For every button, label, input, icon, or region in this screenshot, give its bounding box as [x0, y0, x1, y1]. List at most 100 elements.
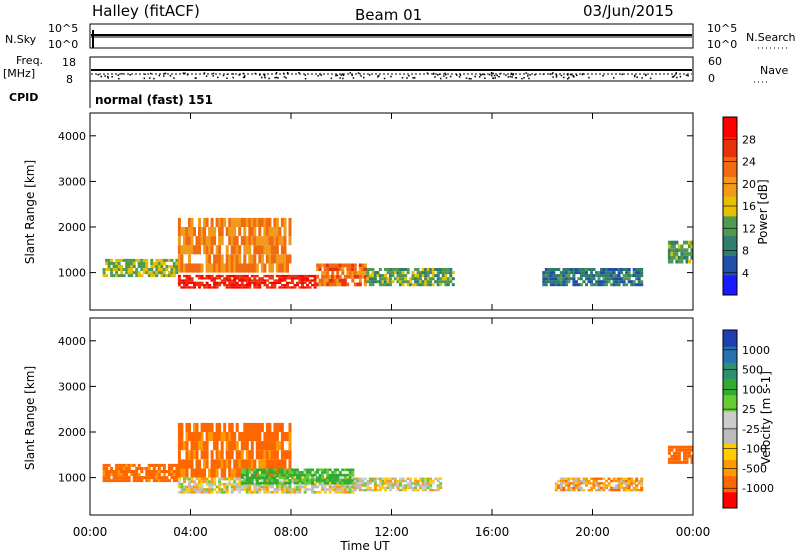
heatmap-cell: [376, 477, 380, 480]
heatmap-cell: [303, 479, 307, 482]
heatmap-cell: [150, 262, 154, 265]
heatmap-cell: [160, 265, 164, 268]
heatmap-cell: [132, 265, 136, 268]
heatmap-cell: [635, 484, 639, 487]
heatmap-cell: [248, 485, 252, 489]
heatmap-cell: [617, 274, 621, 278]
heatmap-cell: [557, 479, 561, 483]
heatmap-cell: [275, 422, 279, 432]
heatmap-cell: [607, 484, 611, 487]
heatmap-cell: [597, 486, 601, 489]
heatmap-cell: [554, 484, 558, 487]
colorbar-segment: [723, 443, 737, 460]
heatmap-cell: [373, 271, 377, 275]
heatmap-cell: [253, 277, 257, 280]
heatmap-cell: [627, 280, 631, 284]
heatmap-cell: [188, 477, 191, 481]
heatmap-cell: [429, 484, 433, 487]
heatmap-cell: [670, 255, 674, 260]
heatmap-cell: [331, 471, 335, 474]
heatmap-cell: [127, 271, 131, 275]
heatmap-cell: [130, 470, 134, 473]
heatmap-cell: [183, 284, 186, 287]
heatmap-cell: [125, 467, 129, 470]
heatmap-cell: [331, 282, 335, 287]
heatmap-cell: [308, 488, 312, 491]
heatmap-cell: [127, 265, 131, 268]
heatmap-cell: [115, 479, 119, 483]
heatmap-cell: [255, 274, 259, 278]
heatmap-cell: [298, 479, 302, 482]
heatmap-cell: [326, 471, 330, 474]
colorbar-segment: [723, 156, 737, 177]
heatmap-cell: [278, 481, 282, 485]
heatmap-cell: [205, 217, 209, 227]
heatmap-cell: [396, 277, 400, 281]
heatmap-cell: [205, 284, 209, 287]
nave-point: [383, 77, 386, 80]
heatmap-cell: [670, 445, 674, 449]
heatmap-cell: [311, 473, 315, 477]
heatmap-cell: [185, 485, 189, 489]
heatmap-cell: [685, 255, 689, 260]
heatmap-cell: [635, 477, 639, 480]
heatmap-cell: [275, 245, 279, 255]
heatmap-cell: [105, 274, 109, 278]
heatmap-cell: [125, 476, 129, 480]
heatmap-cell: [600, 283, 603, 287]
heatmap-cell: [105, 467, 109, 470]
heatmap-cell: [373, 277, 377, 281]
heatmap-cell: [117, 476, 121, 480]
heatmap-cell: [363, 274, 367, 279]
heatmap-cell: [183, 488, 186, 491]
heatmap-cell: [177, 480, 181, 483]
heatmap-cell: [280, 236, 284, 246]
heatmap-cell: [135, 473, 139, 476]
heatmap-cell: [253, 485, 257, 489]
heatmap-cell: [348, 488, 352, 491]
heatmap-cell: [135, 467, 139, 470]
colorbar-tick-label: -1000: [742, 482, 774, 495]
heatmap-cell: [268, 263, 272, 273]
heatmap-cell: [170, 258, 174, 262]
heatmap-cell: [245, 473, 249, 477]
heatmap-cell: [301, 286, 304, 289]
heatmap-cell: [180, 485, 184, 489]
heatmap-cell: [321, 479, 325, 482]
heatmap-cell: [102, 271, 106, 275]
heatmap-cell: [137, 467, 141, 470]
heatmap-cell: [559, 482, 563, 485]
heatmap-cell: [683, 457, 686, 461]
heatmap-cell: [336, 278, 340, 283]
heatmap-cell: [336, 488, 340, 491]
heatmap-cell: [627, 479, 631, 483]
heatmap-cell: [132, 271, 136, 275]
heatmap-cell: [142, 467, 146, 470]
heatmap-cell: [597, 274, 601, 278]
heatmap-cell: [602, 477, 606, 480]
heatmap-cell: [331, 479, 335, 482]
heatmap-cell: [268, 277, 272, 280]
heatmap-cell: [198, 480, 201, 483]
nave-point: [186, 73, 189, 76]
heatmap-cell: [275, 441, 279, 451]
heatmap-cell: [145, 265, 149, 268]
heatmap-cell: [278, 488, 282, 491]
heatmap-cell: [306, 471, 310, 474]
heatmap-cell: [132, 262, 136, 265]
heatmap-cell: [399, 283, 402, 287]
heatmap-cell: [102, 473, 106, 476]
heatmap-cell: [258, 473, 262, 477]
heatmap-cell: [258, 432, 262, 442]
heatmap-cell: [270, 263, 274, 273]
nave-point: [97, 73, 99, 76]
heatmap-cell: [235, 245, 239, 255]
heatmap-cell: [283, 480, 287, 483]
heatmap-cell: [381, 274, 385, 278]
heatmap-cell: [298, 274, 302, 278]
heatmap-cell: [416, 484, 420, 487]
heatmap-cell: [253, 473, 257, 477]
heatmap-cell: [579, 283, 583, 287]
heatmap-cell: [569, 489, 573, 492]
